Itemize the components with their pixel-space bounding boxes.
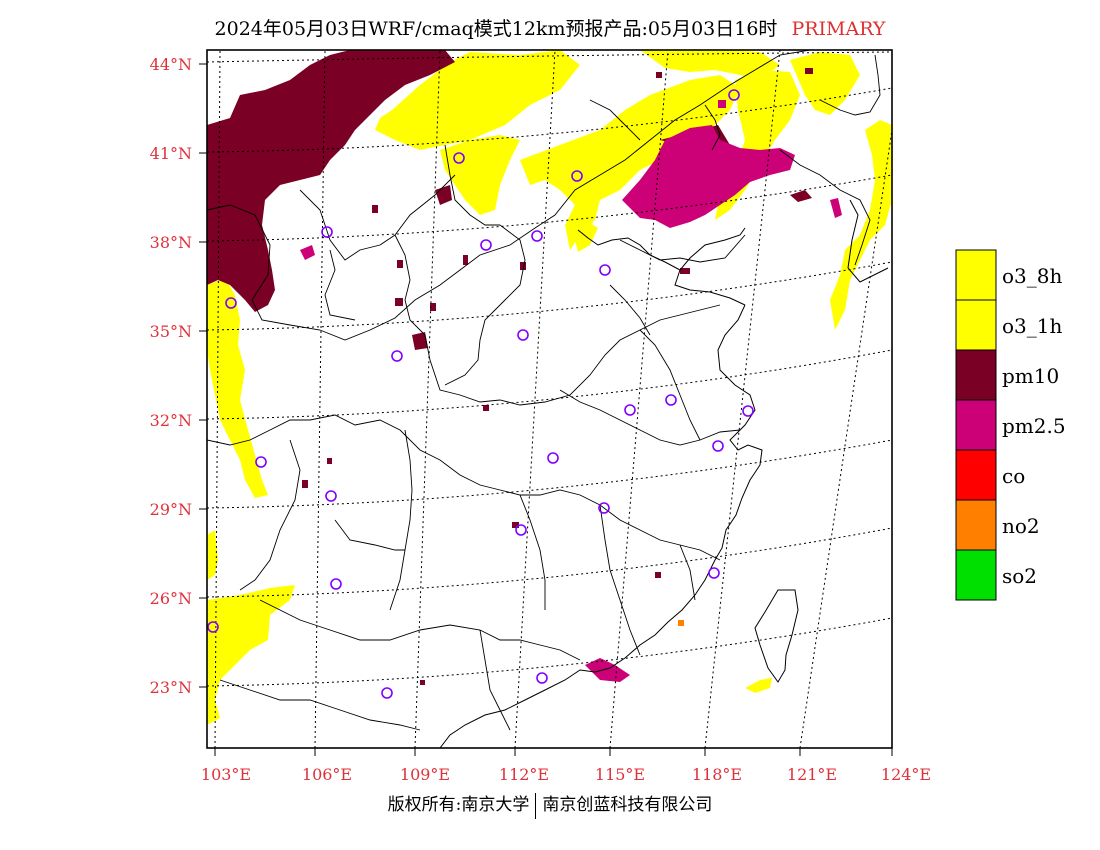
legend-label: pm2.5 — [1002, 414, 1066, 438]
legend-item-no2: no2 — [955, 499, 1040, 551]
pollution-specks — [302, 68, 813, 685]
legend: o3_8h o3_1h pm10 pm2.5 co no2 so2 — [955, 249, 1066, 601]
lon-label: 121°E — [787, 765, 837, 784]
province-boundaries — [207, 50, 881, 731]
legend-label: no2 — [1002, 514, 1040, 538]
lat-label: 32°N — [150, 411, 192, 430]
legend-label: o3_8h — [1002, 264, 1062, 288]
pm25-region — [300, 125, 842, 682]
legend-item-pm25: pm2.5 — [955, 399, 1066, 451]
legend-swatch — [955, 249, 997, 301]
lon-label: 112°E — [499, 765, 549, 784]
legend-swatch — [955, 399, 997, 451]
lat-label: 41°N — [150, 144, 192, 163]
map-frame — [206, 49, 893, 749]
legend-swatch — [955, 449, 997, 501]
legend-label: co — [1002, 464, 1025, 488]
copyright-left: 版权所有:南京大学 — [387, 795, 530, 815]
legend-swatch — [955, 299, 997, 351]
lon-label: 106°E — [302, 765, 352, 784]
lon-label: 115°E — [595, 765, 645, 784]
legend-item-pm10: pm10 — [955, 349, 1059, 401]
legend-item-o3-1h: o3_1h — [955, 299, 1062, 351]
map-content — [207, 50, 892, 748]
lat-label: 35°N — [150, 322, 192, 341]
legend-swatch — [955, 549, 997, 601]
latitude-axis — [199, 63, 207, 688]
legend-swatch — [955, 349, 997, 401]
longitude-labels: 103°E 106°E 109°E 112°E 115°E 118°E 121°… — [201, 765, 931, 784]
legend-item-co: co — [955, 449, 1025, 501]
map-title: 2024年05月03日WRF/cmaq模式12km预报产品:05月03日16时 P… — [0, 14, 1100, 41]
latitude-labels: 44°N 41°N 38°N 35°N 32°N 29°N 26°N 23°N — [150, 55, 192, 697]
lat-label: 44°N — [150, 55, 192, 74]
no2-spot — [678, 620, 684, 626]
lat-label: 29°N — [150, 500, 192, 519]
longitude-axis — [214, 748, 893, 756]
primary-tag: PRIMARY — [791, 18, 886, 40]
legend-label: o3_1h — [1002, 314, 1062, 338]
copyright-footer: 版权所有:南京大学 南京创蓝科技有限公司 — [0, 790, 1100, 819]
legend-item-so2: so2 — [955, 549, 1037, 601]
station-markers — [207, 89, 754, 699]
title-text: 2024年05月03日WRF/cmaq模式12km预报产品:05月03日16时 — [214, 18, 778, 40]
lon-label: 124°E — [881, 765, 931, 784]
copyright-right: 南京创蓝科技有限公司 — [542, 795, 713, 815]
lat-label: 23°N — [150, 678, 192, 697]
legend-label: so2 — [1002, 564, 1037, 588]
lon-label: 103°E — [201, 765, 251, 784]
lat-label: 38°N — [150, 233, 192, 252]
taiwan-outline — [754, 589, 799, 683]
lat-label: 26°N — [150, 589, 192, 608]
legend-item-o3-8h: o3_8h — [955, 249, 1062, 301]
footer-divider — [535, 792, 537, 819]
lon-label: 109°E — [400, 765, 450, 784]
legend-label: pm10 — [1002, 364, 1059, 388]
legend-swatch — [955, 499, 997, 551]
coastline — [439, 199, 889, 748]
lon-label: 118°E — [692, 765, 742, 784]
